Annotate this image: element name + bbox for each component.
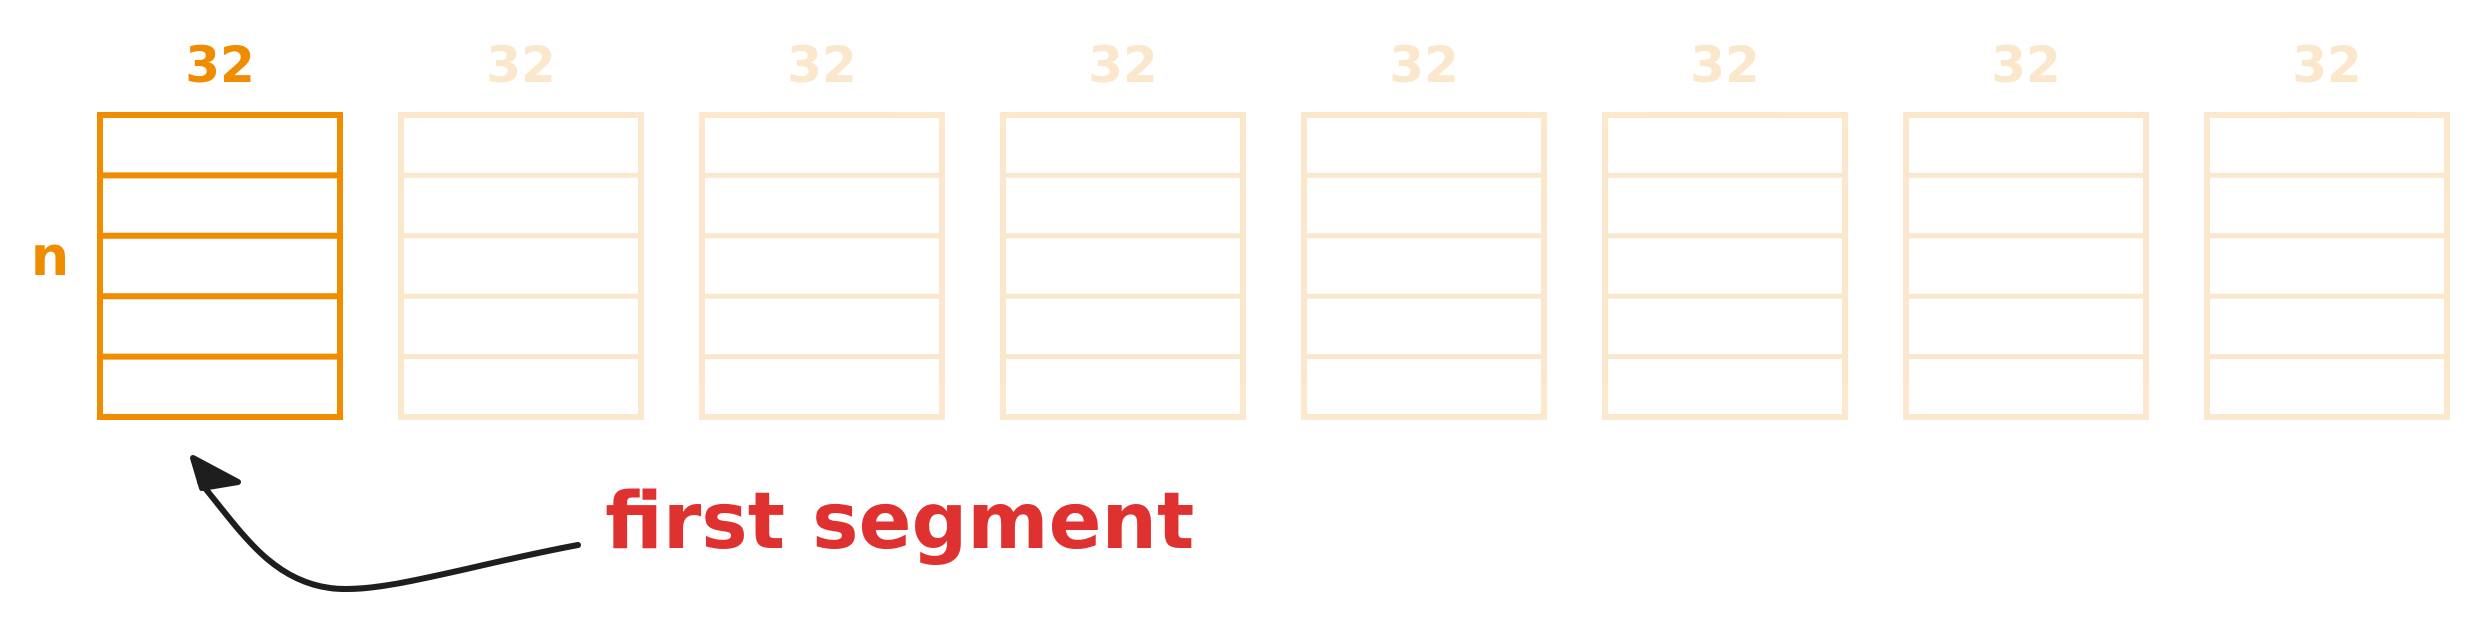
segment-6: 32 bbox=[1602, 36, 1848, 420]
pointer-arrow bbox=[190, 455, 581, 592]
segment-width-label: 32 bbox=[486, 36, 556, 94]
segment-7: 32 bbox=[1903, 36, 2149, 420]
segment-width-label: 32 bbox=[1088, 36, 1158, 94]
segment-box bbox=[1602, 112, 1848, 420]
segment-width-label: 32 bbox=[1991, 36, 2061, 94]
segment-width-label: 32 bbox=[1389, 36, 1459, 94]
arrow-head-icon bbox=[190, 455, 241, 491]
segment-2: 32 bbox=[398, 36, 644, 420]
segment-box bbox=[398, 112, 644, 420]
segment-group: 32 32 32 32 32 32 32 32 bbox=[97, 36, 2450, 420]
segment-box bbox=[97, 112, 343, 420]
segment-box bbox=[1301, 112, 1547, 420]
segment-width-label: 32 bbox=[2292, 36, 2362, 94]
segment-1: 32 bbox=[97, 36, 343, 420]
segment-5: 32 bbox=[1301, 36, 1547, 420]
segment-8: 32 bbox=[2204, 36, 2450, 420]
segment-width-label: 32 bbox=[1690, 36, 1760, 94]
annotation-label: first segment bbox=[605, 477, 1194, 567]
segment-box bbox=[1000, 112, 1246, 420]
segment-width-label: 32 bbox=[787, 36, 857, 94]
segment-width-label: 32 bbox=[185, 36, 255, 94]
segment-4: 32 bbox=[1000, 36, 1246, 420]
segment-box bbox=[1903, 112, 2149, 420]
row-count-label: n bbox=[31, 225, 69, 288]
segment-box bbox=[699, 112, 945, 420]
segment-box bbox=[2204, 112, 2450, 420]
segment-3: 32 bbox=[699, 36, 945, 420]
arrow-curve bbox=[197, 479, 581, 592]
